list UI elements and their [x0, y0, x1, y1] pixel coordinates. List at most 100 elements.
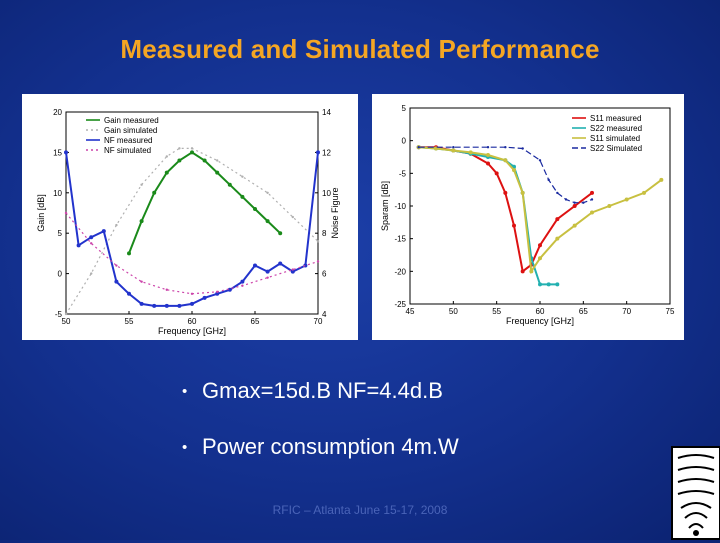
data-point [503, 190, 508, 195]
slide-title: Measured and Simulated Performance [120, 34, 600, 64]
bullet-list: • Gmax=15d.B NF=4.4d.B • Power consumpti… [182, 376, 459, 488]
data-point [90, 272, 93, 275]
data-point [253, 206, 257, 211]
data-point [216, 290, 219, 293]
x-tick-label: 70 [622, 307, 631, 316]
data-point [202, 158, 207, 163]
data-point [164, 170, 169, 175]
data-point [572, 223, 577, 228]
data-point [547, 178, 550, 182]
y-tick-label: -20 [394, 267, 406, 276]
data-point [90, 242, 93, 245]
data-point [494, 171, 499, 176]
data-point [241, 284, 244, 287]
data-point [190, 150, 194, 155]
data-point [115, 223, 118, 227]
x-axis-label: Frequency [GHz] [506, 316, 574, 326]
legend-label: NF simulated [104, 146, 151, 155]
legend-label: S22 Simulated [590, 144, 642, 153]
data-point [127, 291, 131, 296]
x-tick-label: 50 [449, 307, 458, 316]
y-axis-label: Sparam [dB] [380, 181, 390, 231]
data-point [265, 269, 270, 274]
data-point [520, 269, 525, 274]
data-point [582, 201, 585, 204]
y2-tick-label: 10 [322, 189, 331, 198]
legend-label: S11 simulated [590, 134, 640, 143]
data-point [139, 219, 144, 224]
x-tick-label: 50 [62, 317, 71, 326]
bullet-dot: • [182, 382, 188, 400]
data-point [486, 146, 490, 149]
y2-tick-label: 8 [322, 229, 327, 238]
series-line-3 [418, 146, 593, 204]
x-tick-label: 55 [492, 307, 501, 316]
series-line-3 [65, 212, 319, 295]
y2-tick-label: 4 [322, 310, 327, 319]
data-point [607, 204, 612, 208]
data-point [140, 183, 143, 186]
y-tick-label: 5 [402, 104, 407, 113]
bullet-item-power: • Power consumption 4m.W [182, 432, 459, 462]
data-point [486, 161, 490, 166]
y-tick-label: -5 [55, 310, 63, 319]
data-point [546, 282, 551, 287]
legend-label: Gain measured [104, 116, 159, 125]
x-tick-label: 70 [314, 317, 323, 326]
data-point [266, 276, 269, 279]
bullet-text: Gmax=15d.B NF=4.4d.B [202, 378, 443, 403]
data-point [177, 158, 182, 163]
gain-nf-chart: 50 55 60 65 70 -5 0 5 10 15 20 4 6 8 10 12 14 Frequency [… [22, 94, 358, 340]
y2-axis-label: Noise Figure [330, 187, 340, 238]
data-point [291, 268, 294, 271]
data-point [290, 269, 295, 274]
data-point [624, 197, 629, 202]
x-tick-label: 65 [579, 307, 588, 316]
data-point [529, 269, 534, 274]
x-tick-label: 60 [188, 317, 197, 326]
data-point [190, 147, 194, 150]
y-tick-label: 0 [58, 270, 63, 279]
series-line-0 [128, 151, 281, 254]
y-tick-label: 15 [53, 148, 62, 157]
data-point [177, 303, 182, 308]
data-point [316, 150, 320, 155]
data-point [165, 155, 168, 158]
series-line-2 [65, 152, 319, 307]
data-point [486, 153, 490, 158]
data-point [504, 146, 507, 149]
data-point [564, 198, 568, 201]
sparam-chart: 45 50 55 60 65 70 75 -25 -20 -15 -10 -5 0 5 Frequency … [372, 94, 684, 340]
data-point [139, 301, 144, 306]
data-point [512, 223, 516, 228]
data-point [642, 190, 646, 195]
data-point [115, 264, 118, 267]
series-line-0 [418, 146, 593, 274]
series-line-2 [418, 146, 662, 275]
data-point [555, 236, 560, 241]
data-point [451, 148, 456, 153]
logo-seal [671, 446, 720, 540]
data-point [316, 240, 320, 243]
data-point [114, 279, 119, 284]
bullet-dot: • [182, 438, 188, 456]
y-tick-label: 5 [58, 229, 63, 238]
x-tick-label: 55 [125, 317, 134, 326]
legend-label: S22 measured [590, 124, 642, 133]
data-point [152, 303, 157, 308]
data-point [555, 282, 560, 287]
data-point [538, 243, 542, 248]
y2-tick-label: 12 [322, 148, 331, 157]
x-tick-label: 65 [251, 317, 260, 326]
legend-label: NF measured [104, 136, 152, 145]
bullet-item-gmax: • Gmax=15d.B NF=4.4d.B [182, 376, 459, 406]
data-point [659, 177, 664, 182]
x-axis-label: Frequency [GHz] [158, 326, 226, 336]
x-tick-label: 75 [666, 307, 675, 316]
data-point [165, 288, 168, 291]
data-point [164, 303, 169, 308]
y-tick-label: 20 [53, 108, 62, 117]
data-point [512, 168, 516, 173]
data-point [241, 175, 244, 178]
data-point [215, 291, 220, 296]
